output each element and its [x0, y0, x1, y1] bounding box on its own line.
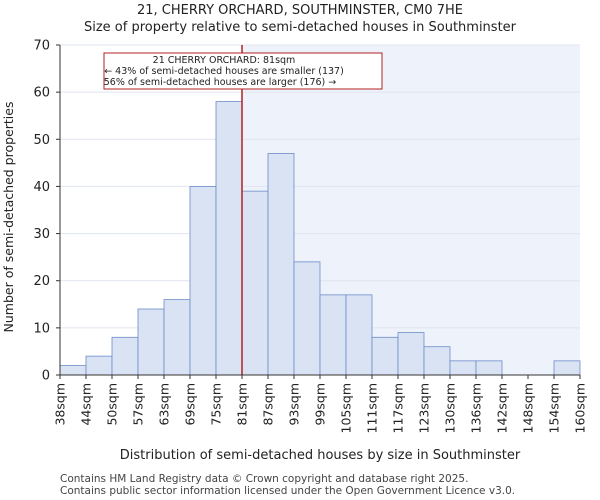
x-tick-label-148sqm: 148sqm: [521, 383, 536, 433]
footer-line-2: Contains public sector information licen…: [60, 485, 516, 497]
bar-50sqm: [111, 336, 139, 376]
bar-130sqm: [449, 360, 477, 376]
y-tick-label-40: 40: [33, 180, 50, 195]
gridlines: [60, 44, 580, 376]
y-tick-label-30: 30: [33, 227, 50, 242]
x-tick-label-123sqm: 123sqm: [417, 383, 432, 433]
bar-93sqm: [293, 261, 321, 376]
bar-38sqm: [59, 365, 87, 376]
histogram-chart: 0 10 20 30 40 50 60 70 38sqm 44sqm 50sqm 57sqm 63sq…: [1, 39, 588, 464]
x-tick-label-69sqm: 69sqm: [183, 383, 198, 426]
annotation-box: 21 CHERRY ORCHARD: 81sqm ← 43% of semi-d…: [103, 52, 383, 90]
bar-63sqm: [163, 299, 191, 376]
x-tick-label-130sqm: 130sqm: [443, 383, 458, 433]
bar-136sqm: [475, 360, 503, 376]
x-tick-label-142sqm: 142sqm: [495, 383, 510, 433]
bar-87sqm: [267, 153, 295, 376]
y-tick-label-20: 20: [33, 274, 50, 289]
x-axis-label: Distribution of semi-detached houses by …: [120, 448, 521, 463]
y-tick-label-60: 60: [33, 86, 50, 101]
bar-81sqm: [241, 190, 269, 376]
y-tick-label-70: 70: [33, 39, 50, 54]
x-tick-label-63sqm: 63sqm: [157, 383, 172, 426]
x-tick-label-111sqm: 111sqm: [365, 383, 380, 433]
y-axis-label: Number of semi-detached properties: [1, 102, 16, 333]
x-tick-label-99sqm: 99sqm: [313, 383, 328, 426]
bar-57sqm: [137, 308, 165, 376]
x-tick-label-105sqm: 105sqm: [339, 383, 354, 433]
bar-105sqm: [345, 294, 373, 376]
x-tick-label-117sqm: 117sqm: [391, 383, 406, 433]
x-tick-label-75sqm: 75sqm: [209, 383, 224, 426]
x-tick-label-87sqm: 87sqm: [261, 383, 276, 426]
bar-117sqm: [397, 332, 425, 376]
x-tick-label-93sqm: 93sqm: [287, 383, 302, 426]
y-tick-label-10: 10: [33, 321, 50, 336]
bar-154sqm: [553, 360, 581, 376]
x-tick-label-81sqm: 81sqm: [235, 383, 250, 426]
x-tick-label-44sqm: 44sqm: [79, 383, 94, 426]
x-tick-label-50sqm: 50sqm: [105, 383, 120, 426]
bar-111sqm: [371, 336, 399, 376]
x-tick-labels: 38sqm 44sqm 50sqm 57sqm 63sqm 69sqm 75sqm 81sqm…: [53, 375, 588, 433]
bar-99sqm: [319, 294, 347, 376]
y-tick-labels: 0 10 20 30 40 50 60 70: [33, 39, 60, 384]
chart-title: 21, CHERRY ORCHARD, SOUTHMINSTER, CM0 7H…: [136, 3, 463, 18]
x-tick-label-38sqm: 38sqm: [53, 383, 68, 426]
chart-subtitle: Size of property relative to semi-detach…: [83, 20, 517, 35]
bar-44sqm: [85, 355, 113, 376]
footer-line-1: Contains HM Land Registry data © Crown c…: [60, 473, 469, 485]
x-tick-label-57sqm: 57sqm: [131, 383, 146, 426]
annotation-line-3: 56% of semi-detached houses are larger (…: [104, 77, 337, 88]
x-tick-label-154sqm: 154sqm: [547, 383, 562, 433]
bar-75sqm: [215, 101, 243, 376]
y-tick-label-50: 50: [33, 133, 50, 148]
annotation-line-1: 21 CHERRY ORCHARD: 81sqm: [153, 55, 296, 66]
x-tick-label-160sqm: 160sqm: [573, 383, 588, 433]
x-tick-label-136sqm: 136sqm: [469, 383, 484, 433]
annotation-line-2: ← 43% of semi-detached houses are smalle…: [104, 66, 344, 77]
bar-69sqm: [189, 186, 217, 376]
y-tick-label-0: 0: [42, 369, 50, 384]
bars: [59, 101, 581, 376]
bar-123sqm: [423, 346, 451, 376]
